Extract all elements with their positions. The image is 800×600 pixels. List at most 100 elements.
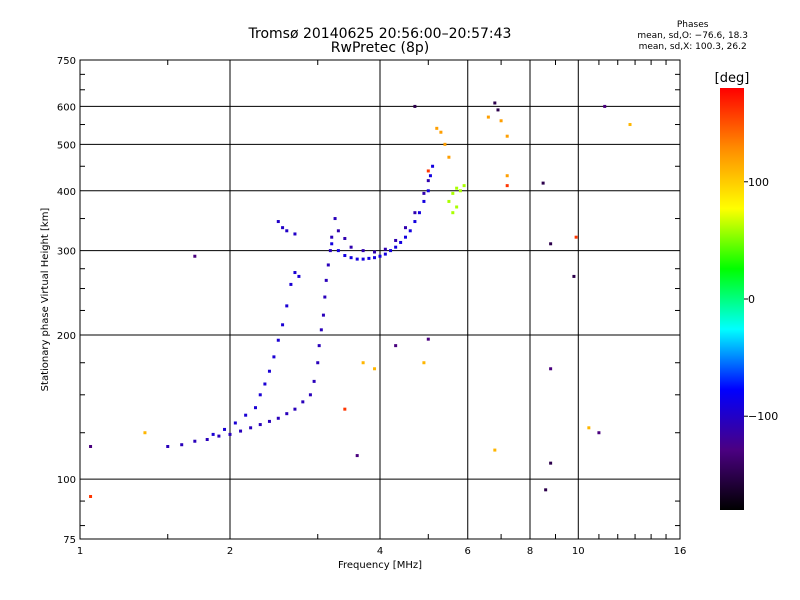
data-point <box>367 256 371 260</box>
data-point <box>276 220 280 224</box>
data-point <box>319 328 323 332</box>
data-point <box>263 382 267 386</box>
axis-ticks: 1 2 4 6 8 10 16 75 100 200 300 400 500 600 750 <box>57 56 686 557</box>
data-point <box>330 235 334 239</box>
x-axis-label: Frequency [MHz] <box>338 560 422 571</box>
y-tick-label: 750 <box>57 56 76 67</box>
data-point <box>297 274 301 278</box>
data-point <box>285 229 289 233</box>
data-point <box>431 164 435 168</box>
chart-subtitle: RwPretec (8p) <box>330 40 430 56</box>
data-point <box>373 250 377 254</box>
data-point <box>361 249 365 253</box>
data-point <box>281 226 285 230</box>
data-point <box>455 186 459 190</box>
data-point <box>443 142 447 146</box>
data-point <box>383 252 387 256</box>
data-point <box>355 454 359 458</box>
data-point <box>349 245 353 249</box>
data-point <box>258 423 262 427</box>
data-point <box>455 205 459 209</box>
data-point <box>326 263 330 267</box>
data-point <box>439 130 443 134</box>
data-point <box>373 256 377 260</box>
data-point <box>587 426 591 430</box>
data-point <box>308 393 312 397</box>
data-point <box>343 236 347 240</box>
data-point <box>505 174 509 178</box>
data-point <box>462 184 466 188</box>
data-point <box>323 295 327 299</box>
data-points <box>89 101 632 498</box>
data-point <box>328 249 332 253</box>
data-point <box>143 431 147 435</box>
data-point <box>336 249 340 253</box>
y-tick-label: 600 <box>57 102 76 113</box>
data-point <box>285 412 289 416</box>
data-point <box>217 434 221 438</box>
data-point <box>378 254 382 258</box>
data-point <box>413 211 417 215</box>
data-point <box>574 235 578 239</box>
data-point <box>289 282 293 286</box>
data-point <box>403 235 407 239</box>
colorbar-tick-label: 100 <box>748 176 769 189</box>
data-point <box>417 211 421 215</box>
x-tick-label: 16 <box>674 546 687 557</box>
y-tick-label: 200 <box>57 331 76 342</box>
data-point <box>628 123 632 127</box>
data-point <box>399 240 403 244</box>
data-point <box>493 448 497 452</box>
y-tick-label: 300 <box>57 247 76 258</box>
grid-lines <box>80 60 680 539</box>
data-point <box>321 313 325 317</box>
y-tick-label: 500 <box>57 140 76 151</box>
data-point <box>426 337 430 341</box>
data-point <box>422 199 426 203</box>
data-point <box>413 104 417 108</box>
data-point <box>394 245 398 249</box>
data-point <box>317 344 321 348</box>
data-point <box>383 247 387 251</box>
data-point <box>89 494 93 498</box>
data-point <box>447 155 451 159</box>
data-point <box>193 439 197 443</box>
data-point <box>281 323 285 327</box>
data-point <box>408 229 412 233</box>
data-point <box>239 429 243 433</box>
data-point <box>253 406 257 410</box>
phase-stats-o: mean, sd,O: −76.6, 18.3 <box>637 31 748 41</box>
data-point <box>333 217 337 221</box>
data-point <box>276 338 280 342</box>
data-point <box>426 169 430 173</box>
colorbar-tick-label: −100 <box>748 410 778 423</box>
data-point <box>258 393 262 397</box>
data-point <box>435 126 439 130</box>
data-point <box>272 355 276 359</box>
y-tick-label: 400 <box>57 187 76 198</box>
data-point <box>428 174 432 178</box>
x-tick-label: 4 <box>377 546 383 557</box>
data-point <box>422 191 426 195</box>
data-point <box>244 413 248 417</box>
data-point <box>572 274 576 278</box>
data-point <box>267 419 271 423</box>
colorbar-tick-label: 0 <box>748 293 755 306</box>
phase-stats-x: mean, sd,X: 100.3, 26.2 <box>638 42 747 52</box>
data-point <box>451 191 455 195</box>
y-tick-label: 75 <box>63 535 76 546</box>
data-point <box>451 211 455 215</box>
data-point <box>361 257 365 261</box>
data-point <box>228 432 232 436</box>
data-point <box>549 367 553 371</box>
data-point <box>89 444 93 448</box>
data-point <box>343 254 347 258</box>
chart-title: Tromsø 20140625 20:56:00–20:57:43 <box>248 26 512 42</box>
phase-stats-heading: Phases <box>676 20 709 30</box>
data-point <box>349 256 353 260</box>
data-point <box>597 431 601 435</box>
data-point <box>394 344 398 348</box>
data-point <box>293 232 297 236</box>
data-point <box>549 242 553 246</box>
